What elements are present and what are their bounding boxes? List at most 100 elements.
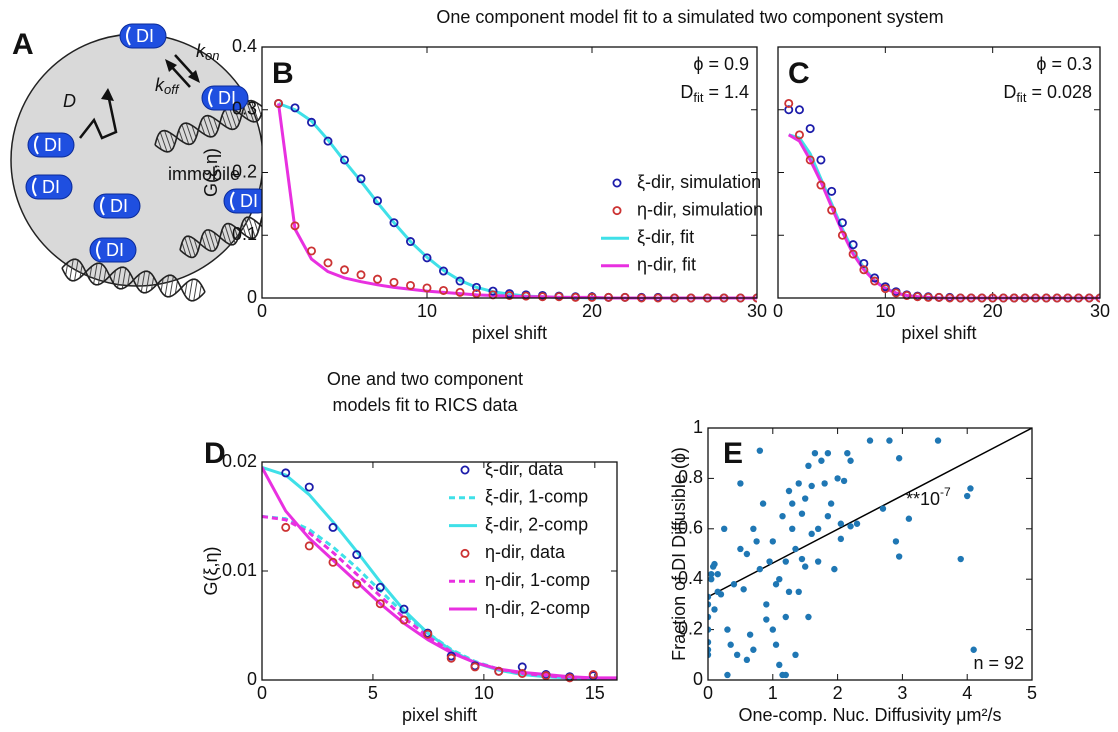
data-point xyxy=(934,437,942,444)
kon-label: kon xyxy=(196,41,219,64)
helix-rung xyxy=(233,225,239,239)
data-point xyxy=(538,292,548,302)
data-point xyxy=(405,280,415,290)
data-point xyxy=(711,560,718,568)
x-tick-label: 10 xyxy=(474,683,494,703)
legend-label: η-dir, simulation xyxy=(637,199,763,219)
data-point xyxy=(504,290,514,300)
data-point xyxy=(772,641,780,648)
helix-rung xyxy=(184,282,188,296)
helix-rung xyxy=(65,262,69,276)
helix-rung xyxy=(174,280,178,294)
data-point xyxy=(717,591,725,598)
helix-rung xyxy=(140,271,146,293)
data-point xyxy=(880,284,890,294)
data-point xyxy=(837,535,845,543)
data-point xyxy=(805,155,815,165)
protein-edge xyxy=(96,240,101,260)
x-tick-label: 15 xyxy=(585,683,605,703)
series-line xyxy=(262,466,617,680)
data-point xyxy=(746,631,754,638)
data-point xyxy=(743,550,751,558)
data-point xyxy=(837,230,847,240)
helix-rung xyxy=(253,219,259,233)
data-point xyxy=(471,289,481,299)
diffusion-label: D xyxy=(63,91,76,111)
data-point xyxy=(470,662,480,672)
y-axis-label: G(ξ,η) xyxy=(201,148,221,197)
plot-area xyxy=(708,428,1032,680)
protein-label: DI xyxy=(218,88,236,108)
y-tick-label: 0 xyxy=(693,669,703,689)
protein xyxy=(25,174,73,200)
legend-label: η-dir, fit xyxy=(637,255,696,275)
data-point xyxy=(446,653,456,663)
data-point xyxy=(795,480,802,487)
data-point xyxy=(339,155,349,165)
data-point xyxy=(782,558,789,565)
data-point xyxy=(782,671,789,679)
helix-rung xyxy=(191,125,197,138)
data-point xyxy=(818,457,825,464)
data-point xyxy=(737,545,744,553)
data-point xyxy=(521,291,531,301)
axes-box xyxy=(707,427,1033,681)
helix-rung xyxy=(160,278,164,292)
x-tick-label: 0 xyxy=(703,683,713,703)
data-point xyxy=(792,545,799,553)
legend-label: η-dir, 2-comp xyxy=(485,598,590,618)
data-point xyxy=(794,105,804,115)
protein xyxy=(93,193,141,219)
data-point xyxy=(740,586,747,593)
data-point xyxy=(517,668,527,678)
data-point xyxy=(802,563,809,570)
data-point xyxy=(886,437,893,444)
data-point xyxy=(708,613,712,621)
data-point xyxy=(721,525,728,532)
data-point xyxy=(763,601,770,608)
data-point xyxy=(776,576,783,583)
x-tick-label: 2 xyxy=(833,683,843,703)
x-tick-label: 20 xyxy=(983,301,1003,321)
helix-rung xyxy=(116,267,122,289)
data-point xyxy=(304,541,314,551)
legend-swatch xyxy=(460,465,470,475)
helix-rung xyxy=(164,130,172,151)
annotation-part: D xyxy=(680,82,693,102)
data-point xyxy=(784,98,794,108)
helix-rung xyxy=(203,116,211,138)
y-tick-label: 0.02 xyxy=(222,451,257,471)
data-point xyxy=(727,641,734,648)
data-point xyxy=(779,513,786,520)
x-tick-label: 0 xyxy=(257,683,267,703)
annotation: ϕ = 0.9 xyxy=(693,54,749,74)
helix-rung xyxy=(127,272,131,286)
helix-rung xyxy=(193,238,199,252)
helix-rung xyxy=(112,270,116,284)
data-point xyxy=(870,273,880,283)
axes-box xyxy=(261,46,758,299)
helix-rung xyxy=(156,137,162,150)
annotation-part: = 0.028 xyxy=(1026,82,1092,102)
data-point xyxy=(756,447,764,454)
y-tick-label: 0.1 xyxy=(232,224,257,244)
data-point xyxy=(733,651,741,658)
helix-rung xyxy=(228,223,236,244)
data-point xyxy=(328,557,338,567)
helix-rung xyxy=(224,224,232,245)
data-point xyxy=(423,629,433,639)
data-point xyxy=(785,487,793,495)
chart-title: One and two component xyxy=(327,369,523,389)
x-tick-label: 4 xyxy=(962,683,972,703)
protein-label: DI xyxy=(44,135,62,155)
data-point xyxy=(769,626,776,633)
helix-rung xyxy=(93,263,98,285)
plot-area xyxy=(778,47,1100,298)
data-point xyxy=(306,117,316,127)
helix-rung xyxy=(121,267,127,289)
protein-edge xyxy=(32,177,37,197)
data-point xyxy=(724,626,731,633)
data-point xyxy=(328,522,338,532)
legend-label: ξ-dir, fit xyxy=(637,227,694,247)
data-point xyxy=(853,520,861,527)
